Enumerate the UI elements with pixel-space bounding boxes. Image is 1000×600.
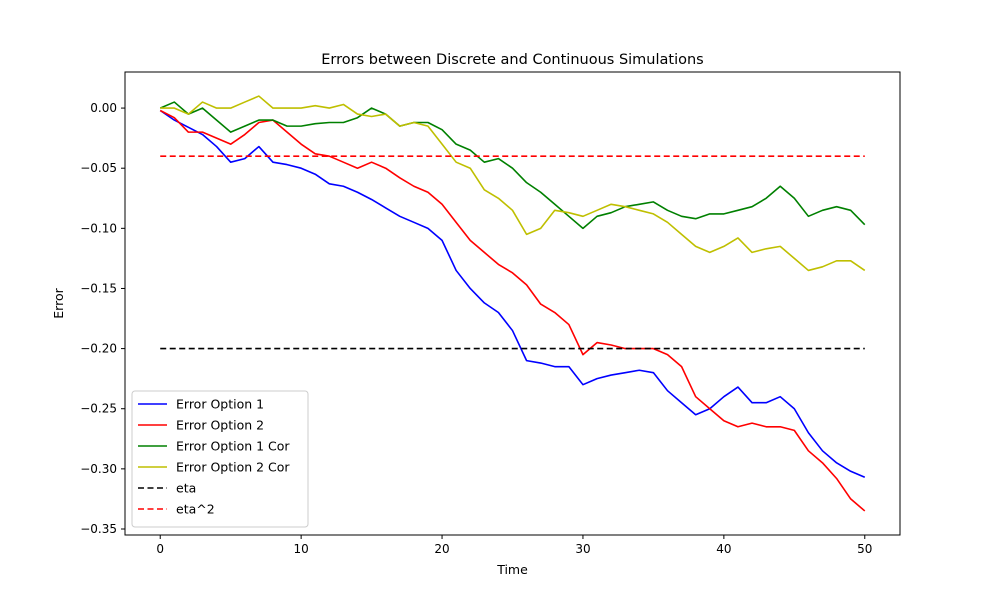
y-tick-label: −0.20 xyxy=(80,342,117,356)
y-tick-label: −0.35 xyxy=(80,522,117,536)
x-tick-label: 10 xyxy=(293,542,308,556)
y-tick-label: −0.25 xyxy=(80,402,117,416)
y-tick-label: −0.10 xyxy=(80,221,117,235)
legend-label-error-option-1-cor: Error Option 1 Cor xyxy=(176,439,290,454)
ticks-layer: 0 10 20 30 40 50 0.00 −0.05 −0.10 −0.15 −0.20 −0.25… xyxy=(80,101,872,556)
x-tick-label: 40 xyxy=(716,542,731,556)
y-tick-label: −0.30 xyxy=(80,462,117,476)
x-axis-label: Time xyxy=(496,562,528,577)
series-line-error-option-1 xyxy=(159,109,866,479)
x-tick-label: 50 xyxy=(857,542,872,556)
series-line-error-option-1-cor xyxy=(159,101,866,230)
y-tick-label: −0.05 xyxy=(80,161,117,175)
y-axis-label: Error xyxy=(51,287,66,318)
legend: Error Option 1 Error Option 2 Error Option… xyxy=(131,390,309,528)
x-tick-label: 30 xyxy=(575,542,590,556)
series-line-error-option-2 xyxy=(159,109,866,512)
chart-title: Errors between Discrete and Continuous S… xyxy=(321,52,704,68)
plot-frame xyxy=(124,71,901,536)
x-tick-label: 0 xyxy=(156,542,164,556)
legend-label-eta-sq2: eta^2 xyxy=(176,502,215,517)
legend-box xyxy=(131,390,309,528)
legend-label-eta: eta xyxy=(176,481,196,496)
legend-label-error-option-1: Error Option 1 xyxy=(176,397,264,412)
y-tick-label: −0.15 xyxy=(80,281,117,295)
series-layer xyxy=(159,95,866,512)
y-tick-label: 0.00 xyxy=(90,101,117,115)
legend-label-error-option-2: Error Option 2 xyxy=(176,418,264,433)
series-line-error-option-2-cor xyxy=(160,95,866,272)
legend-label-error-option-2-cor: Error Option 2 Cor xyxy=(176,460,290,475)
x-tick-label: 20 xyxy=(434,542,449,556)
